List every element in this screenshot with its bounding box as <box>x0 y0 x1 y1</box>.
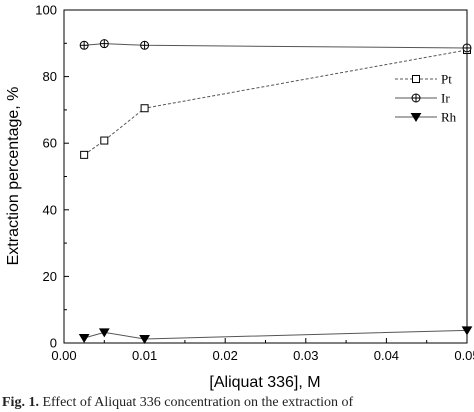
crossed-circle-marker <box>411 93 421 103</box>
square-marker <box>100 136 109 145</box>
data-point <box>78 334 90 343</box>
y-tick-label: 100 <box>35 3 57 18</box>
data-point <box>461 326 473 336</box>
x-tick-label: 0.03 <box>293 348 318 363</box>
triangle-marker <box>98 328 110 338</box>
series-layer <box>78 39 473 344</box>
x-tick-label: 0.02 <box>213 348 238 363</box>
x-axis-ticks: 0.00 0.01 0.02 0.03 0.04 0.05 <box>51 338 474 363</box>
legend-item-ir: Ir <box>395 91 450 106</box>
data-point <box>139 335 150 344</box>
series-line <box>84 329 468 340</box>
y-axis-title: Extraction percentage, % <box>5 87 22 266</box>
legend-label: Pt <box>441 72 452 87</box>
data-point <box>99 39 109 49</box>
data-point <box>100 136 109 145</box>
y-tick-label: 40 <box>43 202 57 217</box>
crossed-circle-marker <box>462 43 472 53</box>
series-pt <box>80 45 471 159</box>
series-line <box>83 49 468 156</box>
triangle-marker <box>461 326 473 336</box>
square-marker <box>80 150 89 159</box>
series-line <box>84 43 468 49</box>
legend-label: Ir <box>441 91 450 106</box>
caption-prefix: Fig. 1. <box>2 395 39 410</box>
legend-label: Rh <box>441 110 457 125</box>
square-marker <box>412 75 420 83</box>
data-point <box>140 40 150 50</box>
crossed-circle-marker <box>99 39 109 49</box>
x-tick-label: 0.01 <box>132 348 157 363</box>
x-tick-label: 0.05 <box>454 348 474 363</box>
data-point <box>462 43 472 53</box>
x-tick-label: 0.00 <box>51 348 76 363</box>
crossed-circle-marker <box>79 40 89 50</box>
data-point <box>98 328 110 338</box>
legend: Pt Ir Rh <box>395 72 457 125</box>
y-axis-ticks: 0 20 40 60 80 100 <box>35 3 69 351</box>
y-tick-label: 60 <box>43 136 57 151</box>
legend-item-rh: Rh <box>395 110 457 125</box>
series-rh <box>78 326 473 344</box>
x-axis-title: [Aliquat 336], M <box>209 374 320 391</box>
triangle-marker <box>78 334 90 343</box>
y-tick-label: 80 <box>43 69 57 84</box>
chart: 0.00 0.01 0.02 0.03 0.04 0.05 0 20 40 60 80 100 Pt… <box>5 3 474 392</box>
triangle-marker <box>410 113 422 122</box>
figure-caption: Fig. 1. Effect of Aliquat 336 concentrat… <box>2 395 474 411</box>
caption-text: Effect of Aliquat 336 concentration on t… <box>38 395 354 410</box>
data-point <box>80 150 89 159</box>
plot-frame <box>63 9 468 344</box>
data-point <box>140 104 149 113</box>
series-ir <box>79 39 472 53</box>
data-point <box>79 40 89 50</box>
x-tick-label: 0.04 <box>374 348 399 363</box>
y-tick-label: 20 <box>43 269 57 284</box>
triangle-marker <box>139 335 150 344</box>
legend-item-pt: Pt <box>395 72 452 87</box>
square-marker <box>140 104 149 113</box>
crossed-circle-marker <box>140 40 150 50</box>
y-tick-label: 0 <box>50 336 57 351</box>
